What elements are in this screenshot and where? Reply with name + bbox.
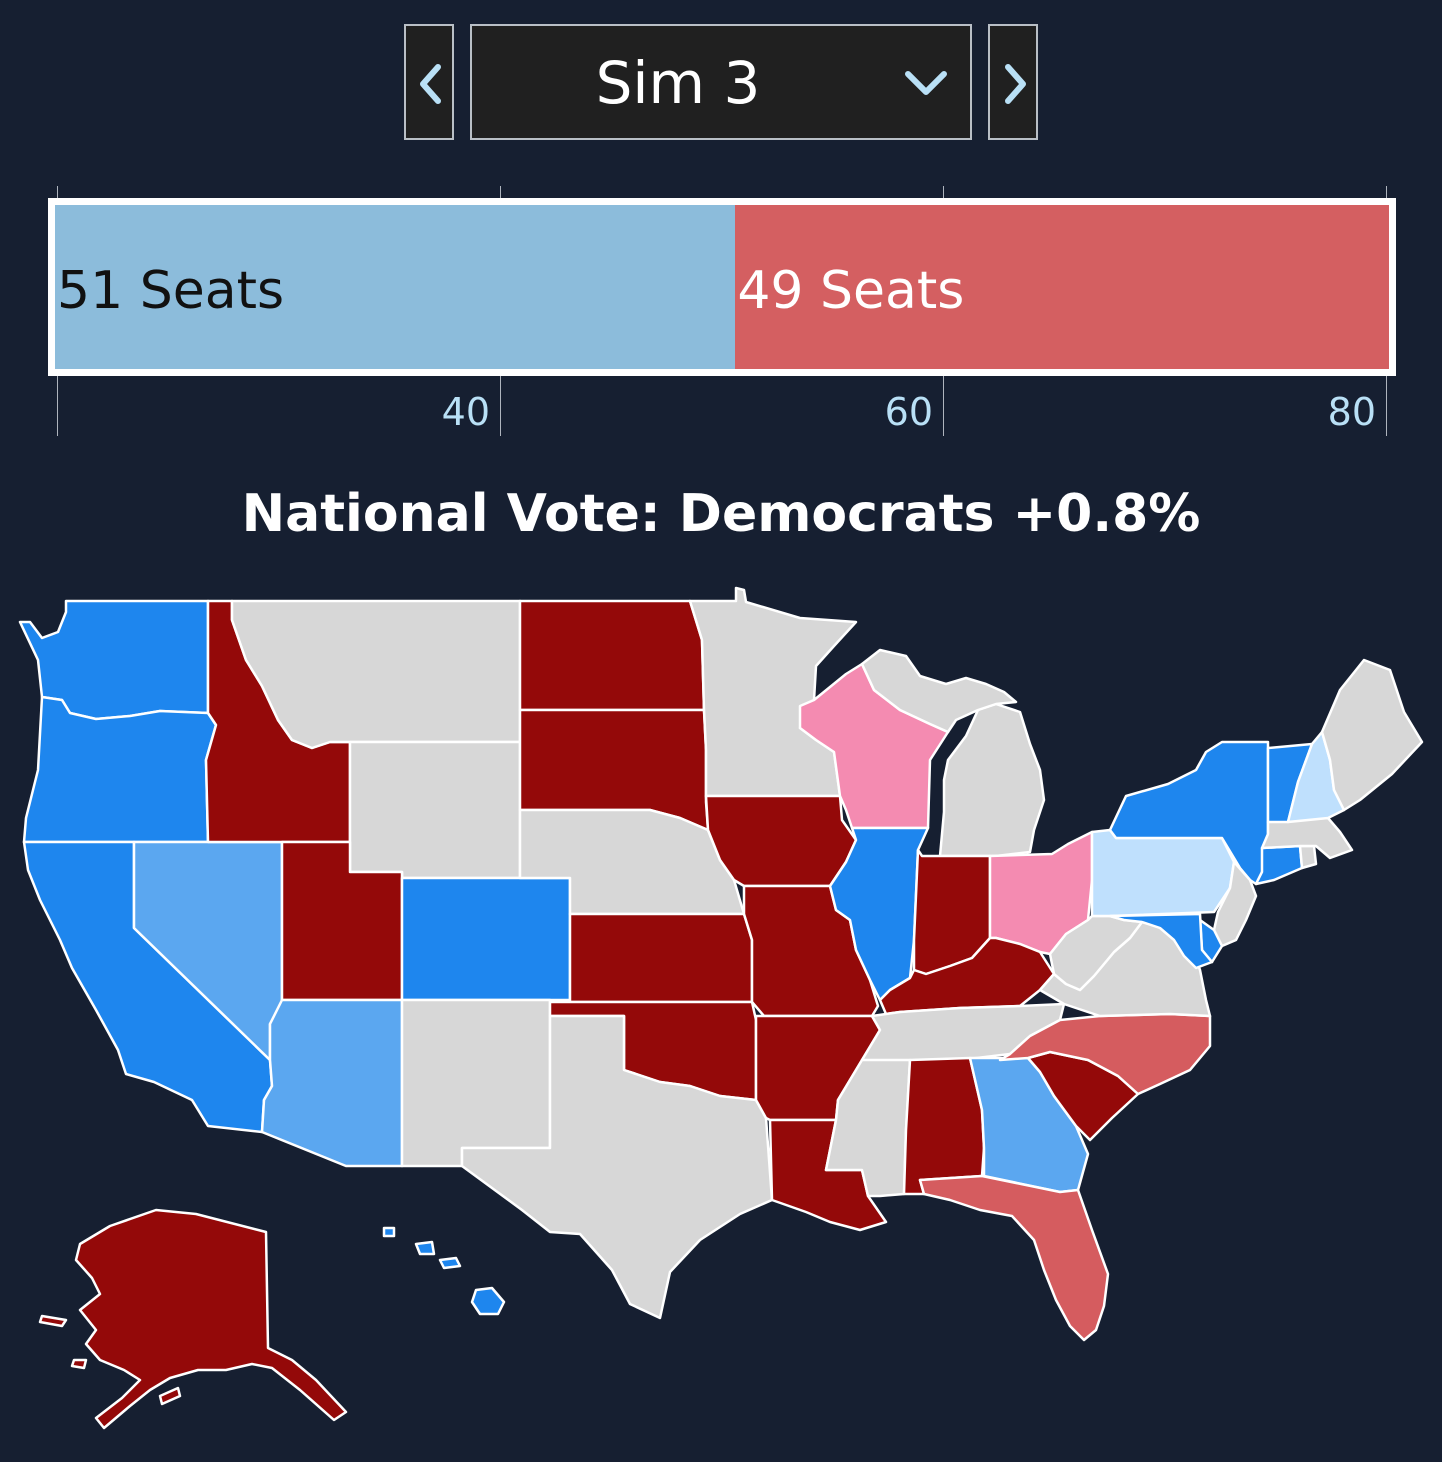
state-nd[interactable] — [518, 599, 706, 712]
state-wy[interactable] — [348, 740, 522, 880]
next-sim-button[interactable] — [988, 24, 1038, 140]
sim-dropdown-value: Sim 3 — [595, 49, 761, 117]
sim-dropdown[interactable]: Sim 3 — [470, 24, 972, 140]
axis-label-60: 60 — [884, 390, 933, 434]
dem-seats-segment: 51 Seats — [55, 205, 736, 369]
state-al[interactable] — [902, 1056, 986, 1196]
axis-label-40: 40 — [441, 390, 490, 434]
state-nc[interactable] — [998, 1012, 1212, 1096]
state-mi-up[interactable] — [860, 648, 1018, 734]
state-pa[interactable] — [1090, 828, 1236, 918]
state-or[interactable] — [22, 695, 218, 844]
seat-bar-chart: 51 Seats 49 Seats 40 60 80 — [0, 186, 1442, 442]
state-ak[interactable] — [74, 1208, 348, 1430]
chevron-down-icon — [905, 71, 947, 95]
state-nj[interactable] — [1212, 860, 1258, 948]
dem-seats-label: 51 Seats — [57, 261, 285, 321]
state-az[interactable] — [260, 998, 404, 1168]
rep-seats-segment: 49 Seats — [735, 205, 1389, 369]
state-wi[interactable] — [798, 662, 950, 830]
seat-bar: 51 Seats 49 Seats — [48, 198, 1396, 376]
state-mi[interactable] — [938, 702, 1046, 858]
state-co[interactable] — [400, 876, 572, 1002]
state-nm[interactable] — [400, 998, 552, 1168]
state-fl[interactable] — [918, 1174, 1110, 1342]
state-me[interactable] — [1320, 658, 1424, 812]
state-md[interactable] — [1108, 912, 1214, 970]
state-ak-islands[interactable] — [38, 1314, 182, 1406]
state-ia[interactable] — [704, 794, 858, 888]
chevron-left-icon — [420, 64, 441, 104]
state-ma[interactable] — [1260, 816, 1354, 860]
sim-selector: Sim 3 — [404, 24, 1038, 140]
state-wv[interactable] — [1048, 914, 1144, 992]
rep-seats-label: 49 Seats — [737, 261, 965, 321]
state-ri[interactable] — [1298, 844, 1318, 870]
chevron-right-icon — [1005, 64, 1026, 104]
axis-label-80: 80 — [1327, 390, 1376, 434]
state-ct[interactable] — [1254, 844, 1304, 886]
state-hi[interactable] — [382, 1226, 506, 1316]
national-vote-headline: National Vote: Democrats +0.8% — [241, 484, 1201, 544]
state-tx[interactable] — [460, 1014, 774, 1320]
state-ks[interactable] — [568, 912, 754, 1004]
previous-sim-button[interactable] — [404, 24, 454, 140]
